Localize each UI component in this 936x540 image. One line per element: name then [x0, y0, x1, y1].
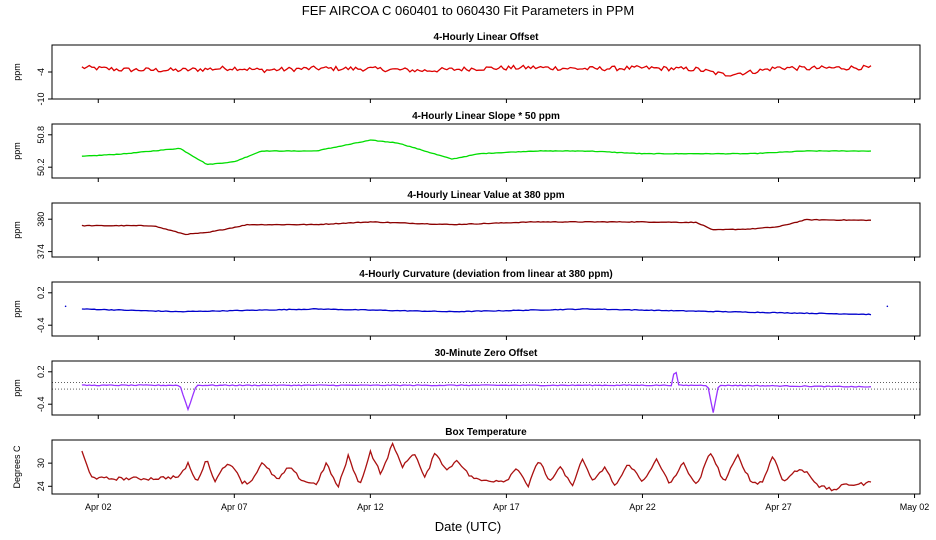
- chart-panel: 30-Minute Zero Offset ppm -0.4 0.2: [12, 348, 921, 419]
- data-point: [64, 305, 67, 308]
- y-tick-label: 50.8: [36, 126, 46, 144]
- plot-frame: [51, 123, 921, 179]
- y-axis-label: ppm: [12, 300, 22, 318]
- series-line: [81, 371, 872, 413]
- plot-frame: [51, 44, 921, 100]
- y-tick-label: 30: [36, 458, 46, 468]
- panel-title: Box Temperature: [445, 427, 527, 438]
- panel-title: 4-Hourly Curvature (deviation from linea…: [359, 269, 612, 280]
- chart-panel: 4-Hourly Linear Offset ppm -10 -4: [12, 32, 921, 106]
- plot-frame: [51, 360, 921, 416]
- x-tick-label: Apr 17: [493, 502, 520, 512]
- series-line: [81, 441, 872, 492]
- y-tick-label: -4: [36, 68, 46, 76]
- y-tick-label: 374: [36, 244, 46, 259]
- x-tick-label: Apr 27: [765, 502, 792, 512]
- y-tick-label: 380: [36, 212, 46, 227]
- y-tick-label: -0.4: [36, 396, 46, 412]
- x-tick-label: May 02: [900, 502, 930, 512]
- series-line: [81, 64, 872, 77]
- x-tick-label: Apr 12: [357, 502, 384, 512]
- figure-title: FEF AIRCOA C 060401 to 060430 Fit Parame…: [302, 3, 634, 18]
- x-tick-label: Apr 07: [221, 502, 248, 512]
- y-tick-label: 50.2: [36, 158, 46, 176]
- panel-title: 4-Hourly Linear Offset: [433, 32, 539, 43]
- x-axis-label: Date (UTC): [435, 519, 501, 534]
- y-tick-label: 0.2: [36, 366, 46, 379]
- chart-panel: 4-Hourly Curvature (deviation from linea…: [12, 269, 921, 340]
- plot-frame: [51, 439, 921, 495]
- series-line: [81, 218, 871, 236]
- y-axis-label: ppm: [12, 379, 22, 397]
- y-axis-label: ppm: [12, 63, 22, 81]
- series-line: [81, 139, 872, 166]
- panel-title: 4-Hourly Linear Slope * 50 ppm: [412, 111, 560, 122]
- plot-frame: [51, 281, 921, 337]
- y-tick-label: -0.4: [36, 317, 46, 333]
- y-tick-label: -10: [36, 92, 46, 105]
- y-axis-label: ppm: [12, 221, 22, 239]
- x-tick-label: Apr 02: [85, 502, 112, 512]
- chart-panel: 4-Hourly Linear Value at 380 ppm ppm 374 38…: [12, 190, 921, 261]
- data-point: [886, 305, 889, 308]
- x-tick-label: Apr 22: [629, 502, 656, 512]
- series-line: [81, 308, 872, 316]
- panel-title: 4-Hourly Linear Value at 380 ppm: [407, 190, 564, 201]
- chart-panel: Box Temperature Degrees C 24 30 Apr 02 Apr 07…: [12, 427, 929, 512]
- plot-frame: [51, 202, 921, 258]
- panel-title: 30-Minute Zero Offset: [435, 348, 538, 359]
- y-tick-label: 24: [36, 481, 46, 491]
- y-axis-label: Degrees C: [12, 445, 22, 489]
- chart-panel: 4-Hourly Linear Slope * 50 ppm ppm 50.2 50.…: [12, 111, 921, 182]
- y-axis-label: ppm: [12, 142, 22, 160]
- y-tick-label: 0.2: [36, 287, 46, 300]
